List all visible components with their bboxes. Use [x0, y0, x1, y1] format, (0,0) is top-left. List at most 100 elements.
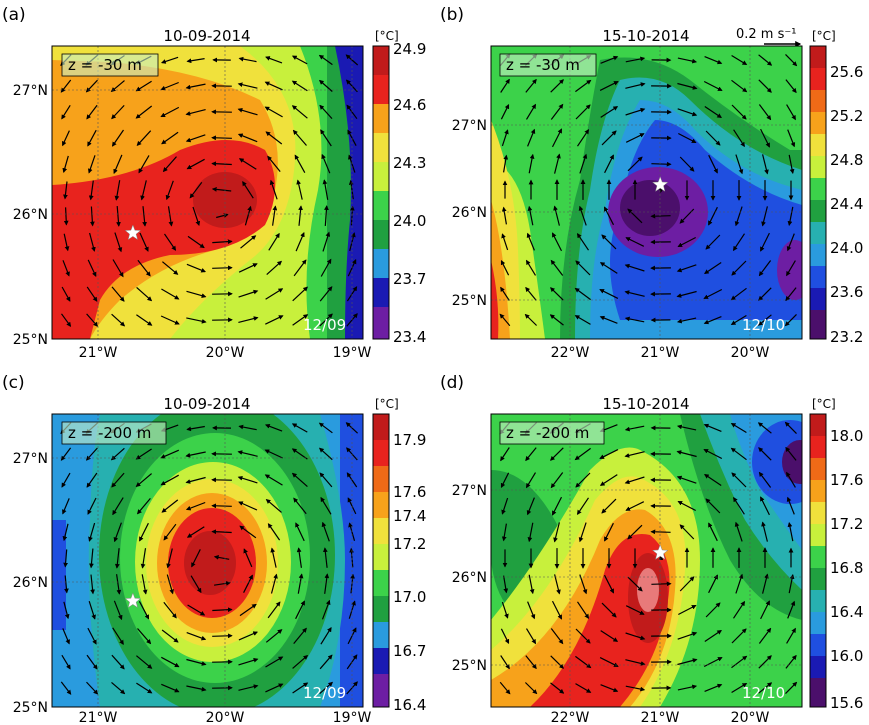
velocity-arrow	[578, 205, 587, 226]
velocity-arrow	[705, 234, 721, 250]
velocity-arrow	[161, 683, 180, 693]
velocity-arrow	[137, 259, 151, 277]
velocity-arrow	[732, 233, 746, 252]
velocity-arrow	[113, 522, 122, 543]
velocity-arrow	[677, 684, 698, 691]
velocity-arrow	[784, 313, 797, 327]
velocity-arrow	[61, 472, 71, 488]
panel-c-letter: (c)	[2, 373, 25, 393]
velocity-arrow	[679, 156, 695, 172]
velocity-arrow	[527, 601, 536, 620]
velocity-arrow	[140, 180, 147, 201]
velocity-arrow	[186, 685, 207, 692]
velocity-arrow	[165, 180, 174, 201]
velocity-arrow	[577, 129, 590, 147]
velocity-arrow	[786, 104, 796, 121]
velocity-arrow	[574, 315, 591, 325]
velocity-arrow	[212, 239, 233, 245]
panel-a-y-ticks: 27°N 26°N 25°N	[13, 83, 48, 348]
velocity-arrow	[575, 260, 591, 276]
velocity-arrow	[111, 654, 125, 670]
velocity-arrow	[319, 104, 333, 120]
velocity-arrow	[551, 128, 563, 148]
velocity-arrow	[600, 684, 619, 693]
velocity-arrow	[111, 472, 125, 488]
velocity-arrow	[211, 503, 232, 509]
velocity-arrow	[785, 446, 797, 461]
velocity-arrow	[161, 629, 179, 643]
velocity-arrow	[703, 288, 723, 300]
velocity-arrow	[136, 314, 153, 326]
panel-d-frame	[490, 413, 803, 708]
velocity-arrow	[89, 548, 94, 569]
velocity-arrow	[603, 206, 615, 226]
velocity-arrow	[211, 529, 232, 535]
panel-d-star	[651, 544, 669, 560]
velocity-arrow	[677, 82, 698, 90]
velocity-arrow	[527, 522, 534, 543]
panel-b-xtick: 20°W	[731, 345, 770, 361]
velocity-arrow	[111, 681, 126, 695]
velocity-arrow	[678, 132, 697, 144]
velocity-arrow	[265, 656, 284, 668]
velocity-arrow	[162, 261, 179, 275]
velocity-arrow	[677, 57, 698, 64]
velocity-arrow	[528, 153, 535, 174]
panel-b-colorbar-unit: [°C]	[812, 29, 836, 43]
panel-c-depth-label: z = -200 m	[61, 421, 167, 445]
velocity-arrow	[324, 205, 329, 226]
velocity-arrow	[267, 155, 281, 172]
velocity-arrow	[238, 501, 258, 511]
velocity-arrow	[785, 79, 797, 94]
velocity-arrow	[293, 259, 307, 277]
panel-a-colorbar-tick: 24.0	[393, 212, 426, 230]
velocity-arrow	[677, 500, 696, 512]
panel-a-xtick: 19°W	[333, 345, 372, 361]
velocity-arrow	[293, 497, 307, 515]
velocity-arrow	[295, 600, 305, 620]
velocity-arrow	[758, 54, 773, 66]
svg-text:z = -30 m: z = -30 m	[68, 56, 142, 74]
velocity-arrow	[160, 315, 180, 325]
velocity-arrow	[731, 655, 748, 669]
panel-d-stamp: 12/10	[742, 684, 785, 702]
velocity-arrow	[500, 628, 510, 645]
panel-b-depth-label: z = -30 m	[499, 53, 597, 77]
panel-d-xtick: 21°W	[641, 710, 680, 725]
velocity-arrow	[757, 314, 772, 326]
velocity-arrow	[786, 260, 796, 277]
velocity-arrow	[160, 56, 179, 64]
velocity-arrow	[731, 472, 747, 488]
velocity-arrow	[599, 81, 619, 91]
velocity-arrow	[550, 103, 564, 120]
velocity-arrow	[787, 600, 796, 619]
velocity-arrow	[190, 575, 202, 594]
velocity-arrow	[501, 206, 507, 225]
velocity-arrow	[604, 154, 614, 174]
panel-d-colorbar-tick: 16.4	[830, 603, 863, 621]
panel-c-ytick: 26°N	[13, 575, 48, 591]
velocity-arrow	[679, 524, 695, 540]
velocity-arrow	[136, 498, 151, 515]
velocity-arrow	[89, 206, 95, 227]
panel-d-temperature-field	[491, 414, 802, 707]
velocity-arrow	[63, 181, 68, 200]
velocity-arrow	[677, 658, 698, 666]
velocity-arrow	[550, 79, 564, 93]
velocity-arrow	[238, 56, 257, 63]
velocity-arrow	[575, 683, 592, 693]
velocity-arrow	[703, 448, 723, 460]
velocity-arrow	[214, 581, 231, 586]
velocity-arrow	[788, 573, 795, 594]
velocity-arrow	[291, 80, 308, 92]
velocity-arrow	[238, 424, 257, 431]
velocity-arrow	[211, 187, 232, 192]
velocity-arrow	[553, 205, 560, 226]
velocity-arrow	[265, 315, 284, 325]
velocity-arrow	[268, 232, 280, 251]
velocity-arrow	[319, 286, 333, 302]
velocity-arrow	[551, 496, 563, 516]
velocity-arrow	[318, 422, 333, 434]
velocity-arrow	[731, 628, 747, 644]
